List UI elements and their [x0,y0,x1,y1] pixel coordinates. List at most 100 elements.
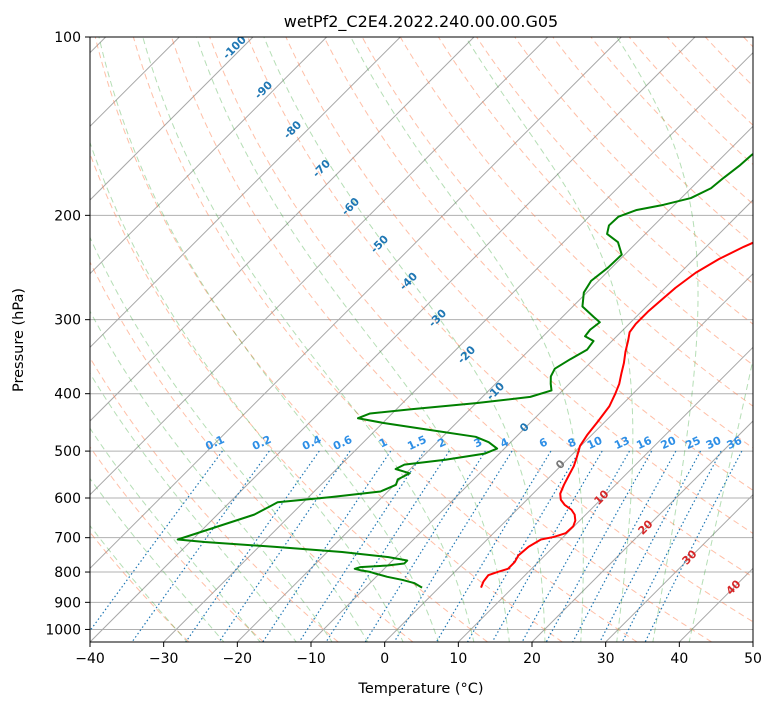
moist-adiabat-line [90,236,369,642]
chart-title: wetPf2_C2E4.2022.240.00.00.G05 [284,12,558,32]
mixing-ratio-line [131,450,270,642]
mixing-ratio-line [491,450,603,642]
dry-adiabat-line [514,37,753,285]
moist-adiabat-line [350,37,584,642]
dry-adiabat-line [361,37,753,449]
moist-adiabat-line [465,37,634,642]
isotherm-line [90,37,328,275]
dry-adiabat-line [94,37,563,642]
y-tick-label: 600 [54,491,81,507]
moist-adiabat-label: -40 [397,270,420,293]
isotherm-line [90,37,622,570]
moist-adiabat-line [688,357,753,642]
mixing-ratio-label: 30 [704,434,724,452]
isotherm-label: 20 [636,517,656,537]
mixing-ratio-line [644,450,743,642]
dry-adiabat-line [399,37,753,407]
mixing-ratio-label: 10 [585,434,605,452]
isotherm-line [236,125,753,642]
mixing-ratio-line [90,450,223,632]
mixing-ratio-line [218,450,351,642]
x-tick-label: −10 [296,651,326,667]
y-tick-label: 1000 [45,622,81,638]
dry-adiabat-line [90,531,190,642]
dry-adiabat-line [743,37,753,48]
isotherm-line [90,37,696,642]
data-series [176,152,753,589]
mixing-ratio-line [364,450,486,642]
mixing-ratio-label: 25 [683,434,702,452]
mixing-ratio-label: 0.4 [300,433,323,453]
isotherm-label: 10 [592,487,612,507]
dry-adiabat-line [209,37,753,623]
dry-adiabat-line [90,446,264,642]
mixing-ratio-label: 13 [612,434,631,452]
moist-adiabat-line [90,477,225,642]
moist-adiabat-label: -80 [281,118,304,141]
mixing-ratio-label: 1.5 [405,433,428,453]
mixing-ratio-line [572,450,677,642]
x-tick-label: −40 [75,651,105,667]
axes: −40 −30 −20 −10 0 10 20 30 40 5010020030040050060… [45,30,762,667]
isotherm-line [605,493,753,642]
mixing-ratio-line [521,450,631,642]
mixing-ratio-line [393,450,513,642]
dry-adiabat-line [552,37,753,245]
background-lines [90,37,753,642]
moist-adiabat-line [90,524,188,642]
dry-adiabat-line [90,152,488,642]
mixing-ratio-label: 0.2 [250,433,273,453]
moist-adiabat-line [263,37,546,642]
moist-adiabat-line [98,37,440,642]
y-tick-label: 500 [54,444,81,460]
isotherm-zero-label: 0 [553,457,568,472]
y-tick-label: 200 [54,208,81,224]
isotherm-line [90,37,549,496]
mixing-ratio-label: 1 [377,435,389,450]
moist-adiabat-line [196,37,510,642]
moist-adiabat-line [90,427,261,642]
isotherm-line [163,51,753,642]
moist-adiabat-label: 0 [517,420,532,435]
dry-adiabat-line [666,37,753,126]
mixing-ratio-line [185,450,320,642]
dry-adiabat-line [476,37,753,325]
dry-adiabat-line [590,37,753,205]
y-axis-title: Pressure (hPa) [11,288,27,392]
moist-adiabat-label: -50 [368,232,391,255]
moist-adiabat-line [90,141,404,642]
y-tick-label: 100 [54,30,81,46]
dry-adiabat-line [132,37,638,642]
dewpoint-profile-line [176,152,753,589]
isotherm-line [384,272,753,642]
moist-adiabat-line [142,37,475,642]
dry-adiabat-line [628,37,753,166]
dry-adiabat-line [247,37,753,578]
x-tick-label: −30 [149,651,179,667]
x-tick-label: 10 [449,651,467,667]
moist-adiabat-label: -70 [310,157,333,180]
x-tick-label: −20 [223,651,253,667]
mixing-ratio-label: 36 [725,434,745,452]
y-tick-label: 900 [54,595,81,611]
mixing-ratio-label: 6 [537,435,550,450]
mixing-ratio-line [325,450,450,642]
mixing-ratio-line [621,450,722,642]
mixing-ratio-line [435,450,552,642]
isotherm-line [457,346,753,642]
isotherm-line [531,420,753,642]
dry-adiabat-line [171,37,713,642]
mixing-ratio-line [599,450,702,642]
x-tick-label: 30 [597,651,615,667]
plot-frame [89,36,754,643]
y-tick-label: 300 [54,313,81,329]
moist-adiabat-line [90,310,333,642]
y-tick-label: 700 [54,531,81,547]
isotherm-line [90,37,401,349]
y-tick-label: 400 [54,387,81,403]
moist-adiabat-label: -60 [339,195,362,218]
mixing-ratio-label: 16 [634,434,654,452]
isotherm-line [752,641,753,642]
temperature-profile-line [480,241,753,588]
